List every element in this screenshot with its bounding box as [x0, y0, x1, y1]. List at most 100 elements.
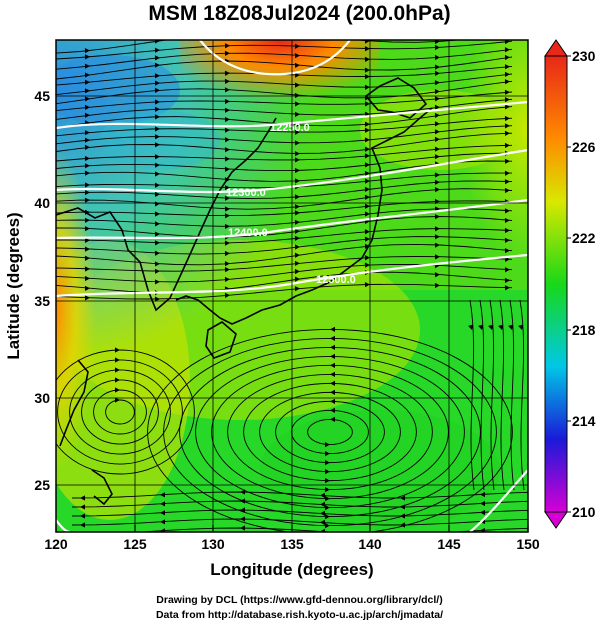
- streamline-arrow: [294, 167, 300, 174]
- streamline-arrow: [434, 214, 440, 220]
- streamline-arrow: [154, 62, 160, 68]
- streamline-arrow: [364, 170, 370, 177]
- streamline: [509, 299, 515, 491]
- y-axis-label: Latitude (degrees): [4, 212, 23, 359]
- streamline-arrow: [115, 377, 120, 383]
- streamline: [56, 216, 513, 238]
- streamline-arrow: [294, 210, 300, 216]
- streamline-arrow: [330, 416, 335, 422]
- streamline-arrow: [80, 513, 85, 519]
- x-tick-label: 130: [201, 536, 225, 552]
- streamline-arrow: [115, 347, 120, 353]
- streamline-arrow: [434, 104, 440, 110]
- streamline-arrow: [330, 398, 335, 404]
- streamline-arrow: [504, 217, 510, 224]
- streamline: [56, 228, 513, 244]
- streamline: [56, 188, 513, 210]
- streamline: [307, 418, 353, 446]
- colorbar: 230 226 222 218 214 210: [544, 39, 596, 529]
- x-axis-ticks: [55, 525, 529, 532]
- streamline: [56, 236, 513, 255]
- streamline-arrow: [294, 228, 300, 234]
- streamline-arrow: [364, 137, 370, 143]
- y-tick-label: 45: [34, 88, 50, 104]
- streamline-arrow: [154, 114, 160, 120]
- streamline-arrow: [224, 292, 230, 298]
- streamline-arrow: [434, 96, 440, 102]
- streamline-arrow: [84, 144, 90, 151]
- streamline-arrow: [154, 80, 160, 86]
- streamline-arrow: [224, 147, 230, 153]
- contour-label: 12400.0: [228, 227, 268, 239]
- streamline-arrow: [154, 171, 160, 177]
- streamline-arrow: [320, 492, 325, 498]
- streamline: [469, 299, 475, 491]
- streamline: [56, 208, 513, 227]
- y-tick-label: 40: [34, 195, 50, 211]
- streamline-arrow: [364, 229, 370, 235]
- streamline: [56, 271, 513, 293]
- streamline-arrow: [400, 504, 405, 510]
- contour-label: 12250.0: [270, 122, 310, 134]
- streamline-arrow: [224, 266, 230, 273]
- streamline-arrow: [434, 121, 440, 127]
- streamline-arrow: [84, 72, 90, 78]
- streamline-arrow: [224, 116, 230, 123]
- streamline-arrow: [504, 267, 510, 273]
- streamline-arrow: [84, 246, 90, 252]
- streamline: [56, 125, 513, 145]
- streamline-arrow: [160, 528, 165, 532]
- streamline-arrow: [504, 89, 510, 95]
- streamline-arrow: [84, 63, 90, 69]
- streamline-arrow: [320, 510, 325, 516]
- streamline: [71, 509, 528, 517]
- streamline-arrow: [504, 158, 510, 164]
- contour-label: 12300.0: [226, 187, 266, 199]
- colorbar-scale: [544, 55, 568, 513]
- graticule: [56, 40, 528, 532]
- streamline-arrow: [504, 130, 510, 136]
- streamline-arrow: [504, 115, 510, 122]
- colorbar-tick-label: 222: [572, 230, 596, 246]
- streamline-arrow: [364, 255, 370, 261]
- streamline: [489, 299, 495, 491]
- y-axis-tick-labels: 25 30 35 40 45: [34, 88, 50, 493]
- streamline-arrow: [330, 371, 335, 377]
- streamline-arrow: [320, 519, 325, 525]
- streamline-arrow: [84, 266, 90, 272]
- streamline-arrow: [84, 137, 90, 143]
- streamline-arrow: [434, 129, 440, 135]
- streamline-arrow: [434, 242, 440, 248]
- streamline-arrow: [294, 122, 300, 128]
- streamline-arrow: [330, 407, 335, 413]
- streamline-arrow: [434, 136, 440, 142]
- streamline-arrow: [325, 505, 330, 511]
- streamline-arrow: [84, 189, 90, 196]
- streamline-arrow: [154, 221, 160, 227]
- streamline-arrow: [154, 279, 160, 285]
- streamline-arrow: [518, 324, 524, 330]
- streamline-arrow: [434, 172, 440, 178]
- streamline-arrow: [115, 387, 120, 393]
- streamline-arrow: [154, 40, 160, 44]
- streamline-arrow: [294, 204, 300, 210]
- streamline-arrow: [364, 101, 370, 107]
- streamline-arrow: [84, 226, 90, 232]
- streamline-arrow: [84, 155, 90, 162]
- streamline-arrow: [295, 33, 300, 38]
- streamline-arrow: [504, 54, 510, 61]
- streamline-arrow: [480, 509, 485, 516]
- streamline-arrow: [224, 261, 230, 267]
- streamline-arrow: [330, 326, 335, 332]
- streamline-arrow: [480, 527, 485, 532]
- streamline-arrow: [364, 203, 370, 209]
- streamline-arrow: [364, 46, 370, 52]
- streamline-arrow: [294, 53, 300, 59]
- streamline-arrow: [434, 70, 440, 76]
- streamline-arrow: [224, 156, 230, 162]
- streamline-arrow: [84, 54, 90, 60]
- streamline-arrow: [115, 397, 120, 403]
- streamline-arrow: [504, 64, 510, 70]
- streamline-arrow: [364, 236, 370, 242]
